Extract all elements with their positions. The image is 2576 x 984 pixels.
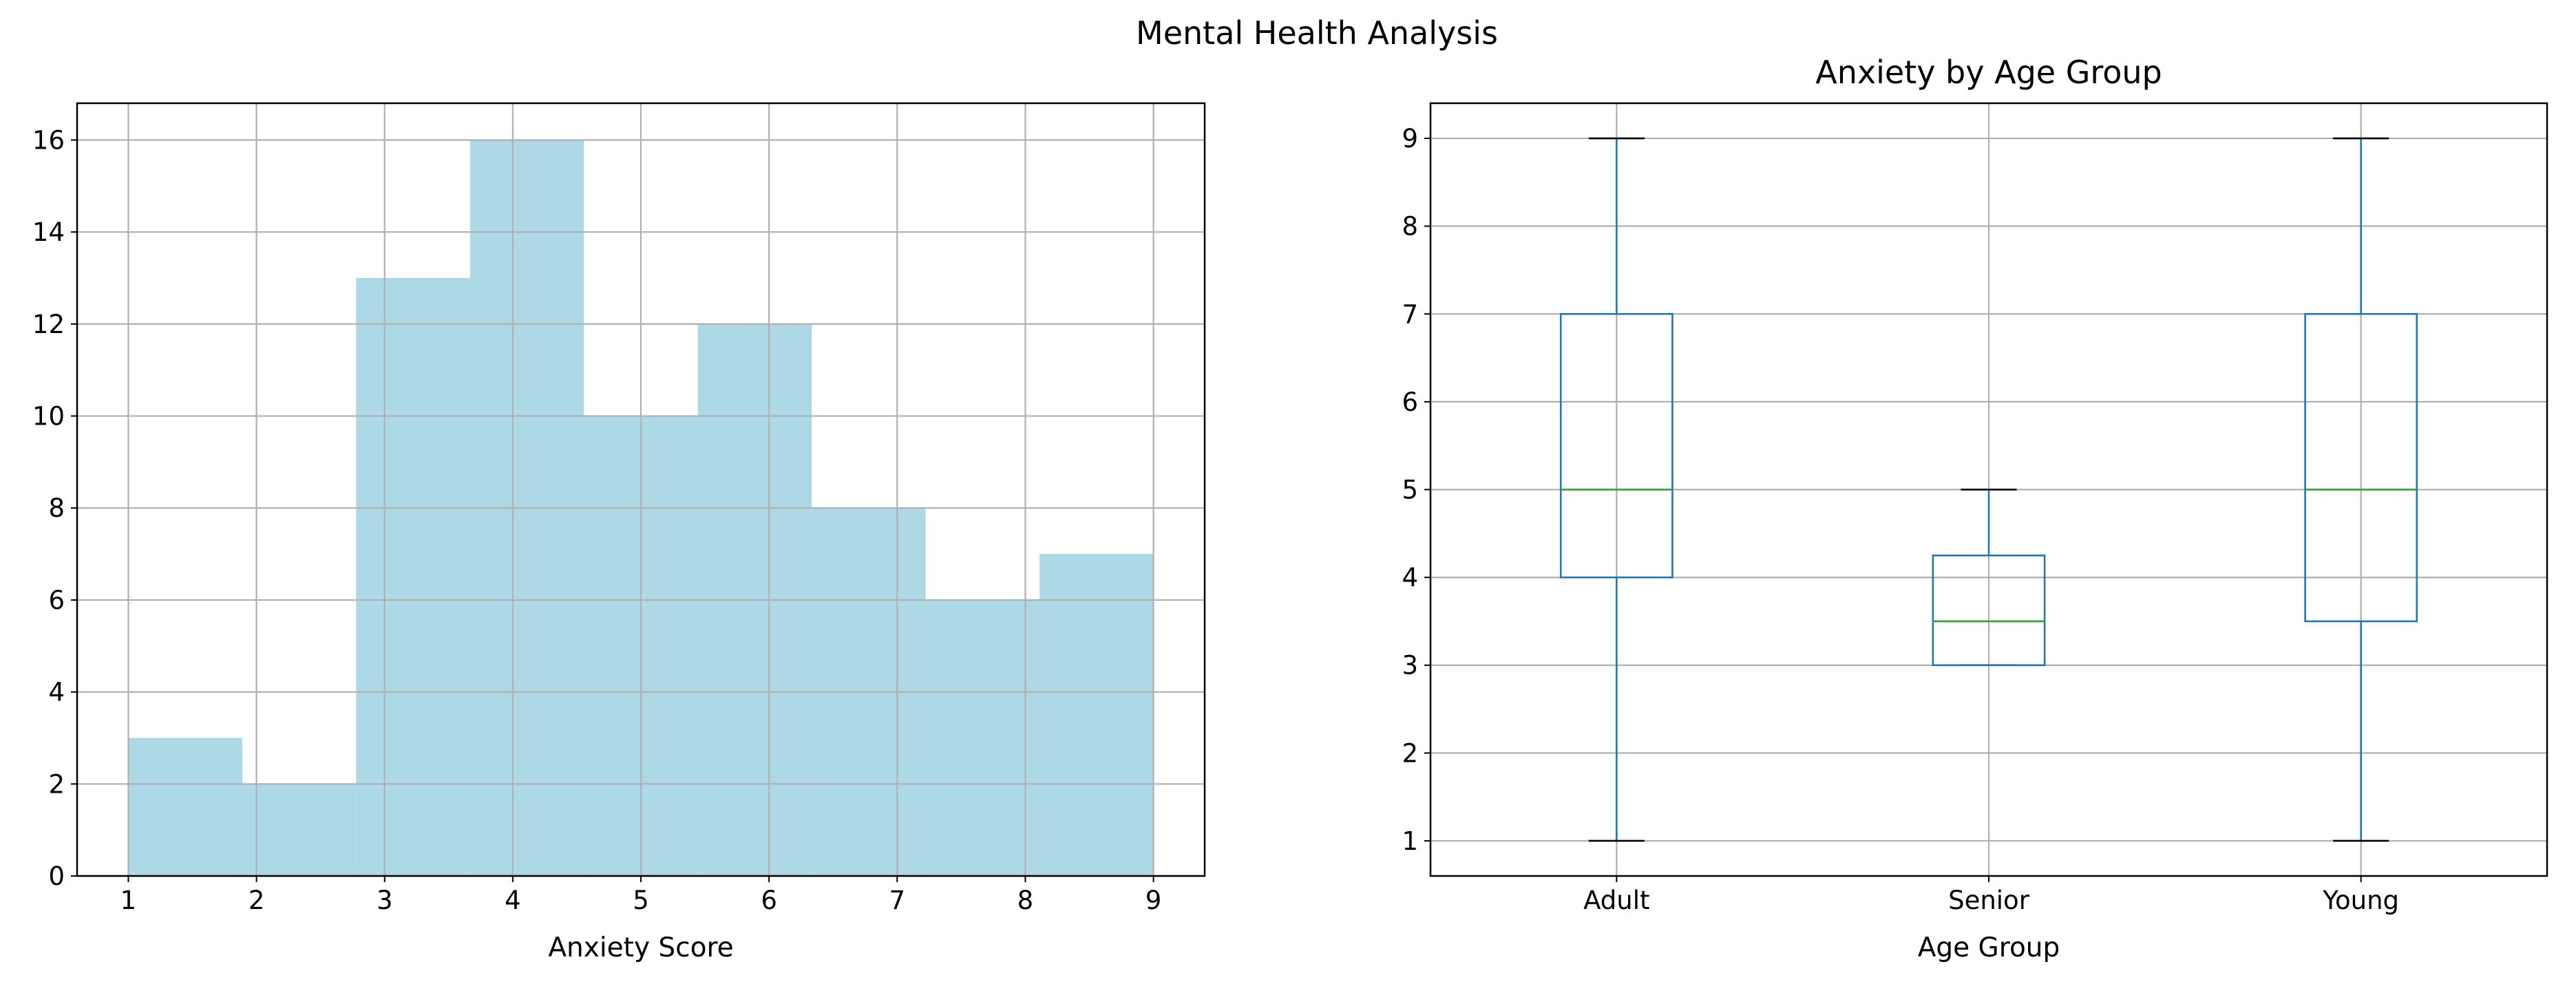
x-axis-label: Age Group — [1918, 932, 2060, 963]
y-tick-label: 3 — [1402, 651, 1418, 681]
y-tick-label: 6 — [1402, 387, 1418, 417]
x-axis-label: Anxiety Score — [548, 932, 733, 963]
y-tick-label: 6 — [48, 586, 65, 615]
y-tick-label: 7 — [1402, 299, 1418, 329]
x-tick-label: Adult — [1583, 886, 1649, 915]
x-tick-label: Young — [2322, 886, 2399, 915]
y-tick-label: 1 — [1402, 826, 1418, 856]
y-tick-label: 2 — [48, 769, 65, 799]
box-iqr — [1932, 554, 2046, 667]
x-tick-label: 5 — [633, 886, 649, 915]
boxplot-panel: Adult Senior Young 1 2 3 4 5 6 7 8 9 Anxiety by Age … — [1402, 54, 2548, 963]
x-tick-label: 4 — [505, 886, 521, 915]
x-tick-label: 1 — [120, 886, 137, 915]
x-tick-label: 8 — [1017, 886, 1034, 915]
y-tick-label: 12 — [32, 310, 65, 339]
x-tick-label: 3 — [377, 886, 393, 915]
x-tick-label: 2 — [249, 886, 265, 915]
y-tick-label: 14 — [32, 217, 65, 247]
y-tick-label: 4 — [48, 678, 65, 707]
histogram-bar — [356, 278, 470, 876]
histogram-bar — [1039, 554, 1154, 876]
figure-suptitle: Mental Health Analysis — [1136, 14, 1498, 52]
boxplot-title: Anxiety by Age Group — [1815, 54, 2162, 91]
x-tick-label: 7 — [889, 886, 905, 915]
y-tick-label: 9 — [1402, 124, 1418, 153]
y-tick-label: 10 — [32, 402, 65, 431]
histogram-bar — [242, 784, 357, 876]
x-tick-label: 6 — [761, 886, 777, 915]
box-iqr — [2304, 312, 2418, 623]
y-tick-label: 2 — [1402, 738, 1418, 768]
y-tick-label: 8 — [48, 493, 65, 523]
y-tick-label: 16 — [32, 125, 65, 155]
box-iqr — [1559, 312, 1674, 579]
x-tick-label: Senior — [1948, 886, 2030, 915]
y-tick-label: 5 — [1402, 475, 1418, 505]
y-tick-label: 0 — [48, 862, 65, 891]
histogram-bar — [128, 738, 242, 876]
y-tick-label: 8 — [1402, 212, 1418, 242]
histogram-bar — [925, 599, 1040, 876]
x-tick-label: 9 — [1146, 886, 1162, 915]
y-tick-label: 4 — [1402, 563, 1418, 592]
